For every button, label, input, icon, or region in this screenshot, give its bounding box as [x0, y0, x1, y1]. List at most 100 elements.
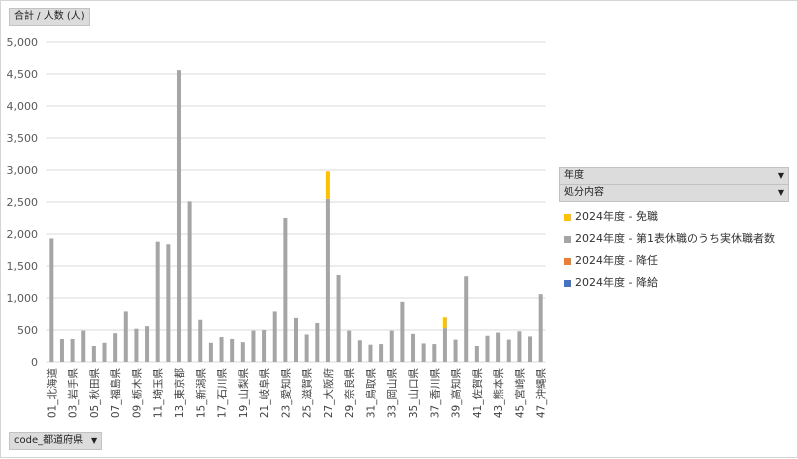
x-tick-label: 35_山口県	[408, 368, 420, 419]
x-tick-label: 11_埼玉県	[152, 368, 165, 419]
y-tick-label: 3,000	[7, 164, 39, 177]
bar[interactable]	[251, 330, 256, 362]
y-tick-label: 2,000	[7, 228, 39, 241]
bar[interactable]	[474, 346, 479, 362]
bar[interactable]	[517, 331, 522, 362]
bar[interactable]	[272, 311, 277, 362]
bar[interactable]	[411, 333, 416, 362]
bar[interactable]	[198, 319, 203, 362]
bar[interactable]	[166, 244, 171, 362]
bar[interactable]	[421, 343, 426, 362]
x-tick-label: 39_高知県	[450, 368, 463, 419]
y-tick-label: 4,500	[7, 68, 39, 81]
bar[interactable]	[357, 340, 362, 362]
legend-item: 2024年度 - 第1表休職のうち実休職者数	[564, 230, 775, 246]
bar[interactable]	[325, 171, 330, 199]
bar[interactable]	[123, 311, 128, 362]
y-tick-label: 3,500	[7, 132, 39, 145]
bar[interactable]	[155, 241, 160, 362]
bar[interactable]	[496, 332, 501, 362]
y-axis-tick-labels: 0 500 1,000 1,500 2,000 2,500 3,000 3,500 4,000 4…	[7, 36, 39, 369]
bar[interactable]	[283, 218, 288, 362]
gridlines	[46, 41, 546, 363]
bar[interactable]	[294, 317, 298, 362]
legend-swatch	[564, 257, 571, 265]
x-tick-label: 27_大阪府	[322, 368, 335, 418]
x-axis-tick-labels: 01_北海道 03_岩手県 05_秋田県 07_福島県 09_栃木県 11_埼玉県 13_東…	[45, 368, 547, 419]
legend-field-type-label: 処分内容	[564, 187, 604, 198]
x-tick-label: 15_新潟県	[194, 368, 207, 419]
legend-swatch	[564, 279, 571, 287]
x-tick-label: 45_宮崎県	[513, 368, 526, 419]
legend-item: 2024年度 - 降任	[564, 252, 658, 268]
bar[interactable]	[187, 201, 192, 362]
bar[interactable]	[347, 330, 352, 362]
legend-field-year-button[interactable]: 年度 ▼	[559, 167, 789, 185]
y-tick-label: 5,000	[7, 36, 39, 49]
y-tick-label: 1,000	[7, 292, 39, 305]
y-tick-label: 1,500	[7, 260, 39, 273]
bar[interactable]	[538, 294, 543, 362]
bar[interactable]	[315, 322, 320, 362]
y-tick-label: 4,000	[7, 100, 39, 113]
bar[interactable]	[325, 198, 330, 362]
bar[interactable]	[485, 335, 490, 362]
legend-label: 2024年度 - 降任	[575, 254, 658, 267]
legend-label: 2024年度 - 第1表休職のうち実休職者数	[575, 232, 775, 245]
values-field-button[interactable]: 合計 / 人数 (人)	[9, 8, 90, 26]
bar[interactable]	[59, 338, 64, 362]
chevron-down-icon: ▼	[777, 171, 784, 180]
bar[interactable]	[91, 346, 96, 362]
bar[interactable]	[176, 70, 181, 362]
bar[interactable]	[208, 342, 213, 362]
bar[interactable]	[389, 330, 394, 362]
bar[interactable]	[81, 330, 86, 362]
x-tick-label: 47_沖縄県	[535, 368, 548, 419]
bar[interactable]	[240, 342, 245, 362]
legend-label: 2024年度 - 降給	[575, 276, 658, 289]
bar[interactable]	[336, 274, 341, 362]
x-tick-label: 43_熊本県	[492, 368, 505, 419]
bar[interactable]	[400, 301, 405, 362]
x-tick-label: 05_秋田県	[88, 368, 101, 419]
bar[interactable]	[113, 333, 118, 362]
legend-field-year-label: 年度	[564, 170, 584, 181]
bar[interactable]	[432, 344, 437, 362]
bars	[49, 70, 543, 362]
x-tick-label: 17_石川県	[217, 368, 229, 419]
x-tick-label: 09_栃木県	[130, 368, 143, 419]
bar[interactable]	[379, 344, 384, 362]
bar[interactable]	[304, 334, 309, 362]
y-tick-label: 2,500	[7, 196, 39, 209]
bar[interactable]	[102, 342, 107, 362]
bar[interactable]	[145, 326, 150, 362]
bar[interactable]	[528, 336, 533, 362]
bar[interactable]	[464, 276, 469, 362]
bar[interactable]	[442, 317, 447, 329]
bar[interactable]	[453, 339, 458, 362]
x-tick-label: 07_福島県	[109, 368, 122, 419]
bar[interactable]	[70, 338, 75, 362]
bar[interactable]	[368, 344, 373, 362]
x-tick-label: 21_岐阜県	[258, 368, 271, 419]
bar[interactable]	[262, 330, 267, 362]
legend-item: 2024年度 - 降給	[564, 274, 658, 290]
y-tick-label: 0	[31, 356, 38, 369]
bar[interactable]	[442, 328, 447, 362]
x-tick-label: 03_岩手県	[67, 368, 80, 419]
legend-swatch	[564, 235, 571, 243]
bar[interactable]	[49, 238, 54, 362]
x-tick-label: 01_北海道	[45, 368, 58, 419]
bar[interactable]	[219, 337, 224, 362]
chevron-down-icon: ▼	[777, 188, 784, 197]
legend-item: 2024年度 - 免職	[564, 208, 658, 224]
bar[interactable]	[506, 339, 511, 362]
x-tick-label: 31_鳥取県	[364, 368, 377, 419]
legend-field-type-button[interactable]: 処分内容 ▼	[559, 184, 789, 202]
bar[interactable]	[134, 328, 139, 362]
axis-field-button[interactable]: code_都道府県 ▼	[9, 432, 103, 450]
x-tick-label: 19_山梨県	[237, 368, 250, 419]
bar[interactable]	[230, 338, 235, 362]
